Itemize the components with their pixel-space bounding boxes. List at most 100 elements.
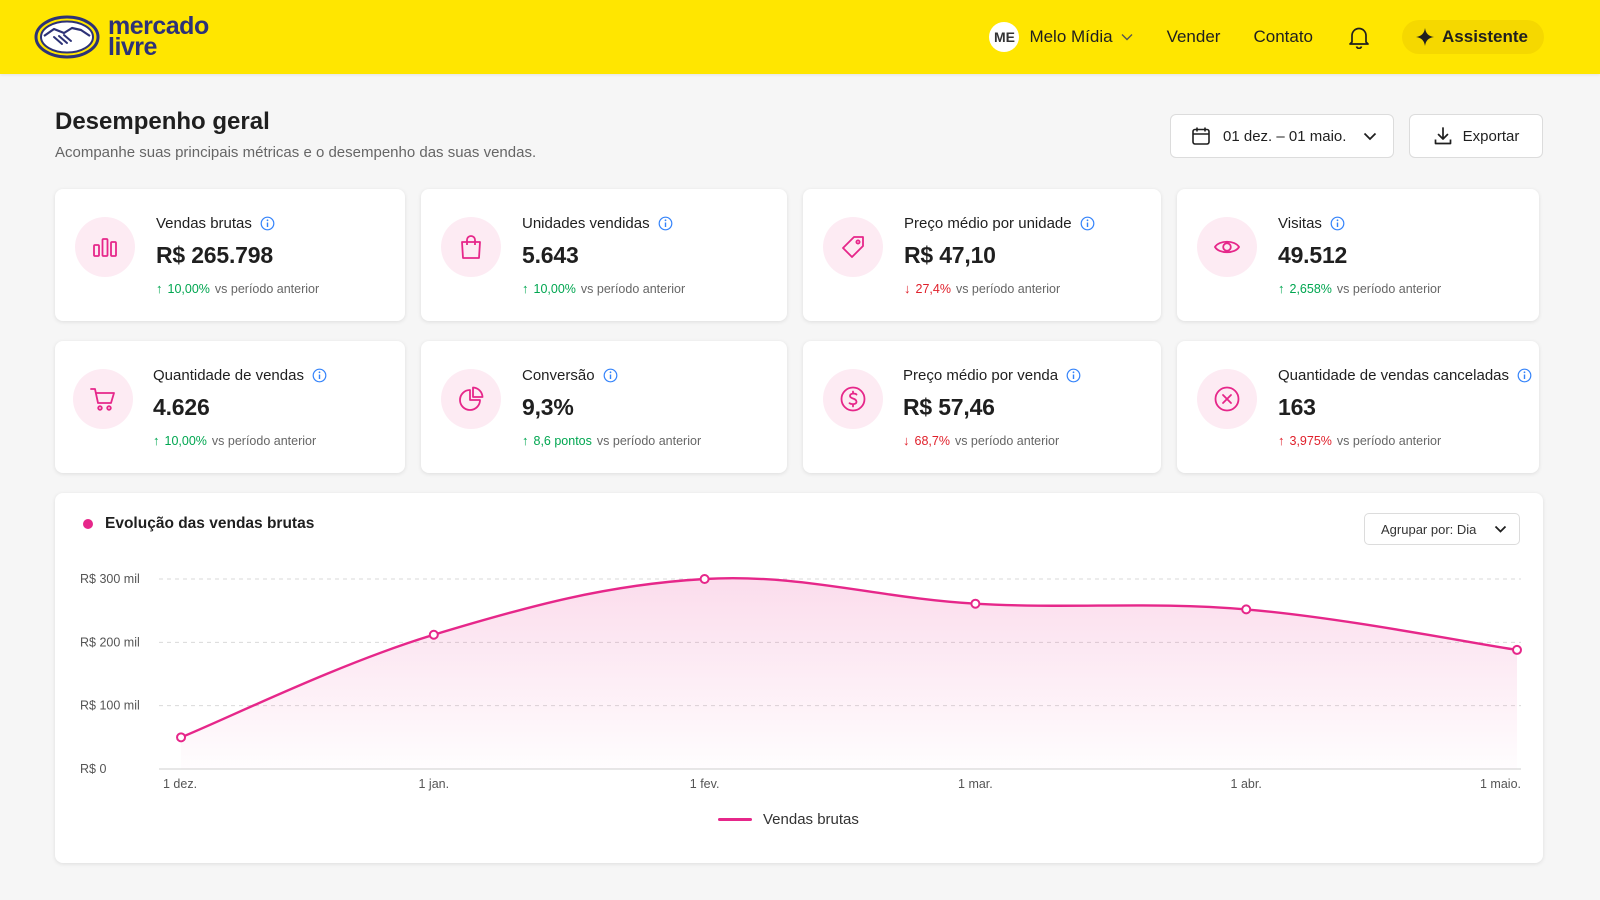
kpi-value: 163 — [1278, 394, 1316, 420]
kpi-delta-sub: vs período anterior — [954, 433, 1060, 448]
kpi-value: R$ 47,10 — [904, 242, 996, 268]
avatar: ME — [989, 22, 1020, 52]
price-tag-icon — [823, 217, 883, 277]
kpi-label: Quantidade de vendas canceladas — [1278, 367, 1510, 384]
kpi-delta-sub: vs período anterior — [596, 433, 702, 448]
kpi-value: 4.626 — [153, 394, 210, 420]
kpi-card-avg-price-sale[interactable]: Preço médio por venda R$ 57,46 ↓ 68,7% vs … — [803, 341, 1161, 473]
chart-title-text: Evolução das vendas brutas — [105, 515, 315, 532]
gross-sales-line-chart: R$ 0 R$ 100 mil R$ 200 mil R$ 300 mil 1 dez.… — [80, 572, 1522, 791]
x-tick-label: 1 dez. — [163, 777, 197, 791]
info-icon[interactable] — [603, 368, 618, 383]
nav-sell-link[interactable]: Vender — [1166, 27, 1221, 46]
kpi-value: 49.512 — [1278, 242, 1348, 268]
assistant-label: Assistente — [1442, 27, 1528, 46]
kpi-card-gross-sales[interactable]: Vendas brutas R$ 265.798 ↑ 10,00% vs perío… — [55, 189, 405, 321]
page-title: Desempenho geral — [55, 108, 270, 135]
kpi-card-sales-count[interactable]: Quantidade de vendas 4.626 ↑ 10,00% vs per… — [55, 341, 405, 473]
assistant-button[interactable]: Assistente — [1402, 20, 1544, 54]
kpi-delta: 3,975% — [1289, 433, 1332, 448]
x-tick-label: 1 fev. — [690, 777, 720, 791]
y-tick-label: R$ 0 — [80, 762, 106, 776]
kpi-delta-sub: vs período anterior — [580, 281, 686, 296]
kpi-card-units-sold[interactable]: Unidades vendidas 5.643 ↑ 10,00% vs períod… — [421, 189, 787, 321]
chart-title-dot — [83, 519, 93, 529]
export-button[interactable]: Exportar — [1409, 114, 1543, 158]
kpi-card-visits[interactable]: Visitas 49.512 ↑ 2,658% vs período anterio… — [1177, 189, 1539, 321]
date-range-label: 01 dez. – 01 maio. — [1223, 127, 1347, 145]
kpi-label: Preço médio por venda — [903, 367, 1059, 384]
series-area — [181, 578, 1517, 769]
kpi-delta: 68,7% — [914, 433, 950, 448]
data-point — [428, 629, 439, 640]
arrow-up-icon: ↑ — [153, 433, 160, 448]
chart-legend: Vendas brutas — [718, 811, 859, 828]
data-point — [699, 574, 710, 584]
dollar-coin-icon — [823, 369, 883, 429]
kpi-delta: 2,658% — [1289, 281, 1332, 296]
kpi-value: 9,3% — [522, 394, 574, 420]
y-tick-label: R$ 200 mil — [80, 635, 140, 649]
page-subtitle: Acompanhe suas principais métricas e o d… — [55, 144, 537, 161]
y-tick-label: R$ 100 mil — [80, 699, 140, 713]
top-header: mercado livre ME Melo Mídia Vender Conta… — [0, 0, 1600, 74]
kpi-delta-sub: vs período anterior — [1336, 281, 1442, 296]
info-icon[interactable] — [312, 368, 327, 383]
nav-contact-link[interactable]: Contato — [1253, 27, 1314, 46]
kpi-delta-sub: vs período anterior — [955, 281, 1061, 296]
legend-swatch — [718, 818, 752, 821]
data-point — [970, 598, 981, 609]
kpi-delta: 10,00% — [533, 281, 576, 296]
account-menu[interactable]: ME Melo Mídia — [989, 22, 1133, 52]
y-tick-label: R$ 300 mil — [80, 572, 140, 586]
group-by-label: Agrupar por: Dia — [1381, 521, 1477, 537]
info-icon[interactable] — [658, 216, 673, 231]
arrow-up-icon: ↑ — [156, 281, 163, 296]
export-label: Exportar — [1462, 127, 1520, 145]
kpi-value: R$ 57,46 — [903, 394, 995, 420]
eye-icon — [1197, 217, 1257, 277]
bar-chart-icon — [75, 217, 135, 277]
kpi-label: Quantidade de vendas — [153, 367, 304, 384]
kpi-label: Preço médio por unidade — [904, 215, 1072, 232]
logo-line-1: mercado — [108, 12, 209, 40]
mercado-livre-logo[interactable]: mercado livre — [34, 12, 224, 62]
info-icon[interactable] — [1517, 368, 1532, 383]
x-tick-label: 1 jan. — [419, 777, 450, 791]
info-icon[interactable] — [1066, 368, 1081, 383]
kpi-delta-sub: vs período anterior — [211, 433, 317, 448]
kpi-value: R$ 265.798 — [156, 242, 273, 268]
download-icon — [1434, 127, 1451, 145]
arrow-down-icon: ↓ — [903, 433, 910, 448]
chevron-down-icon — [1363, 132, 1377, 140]
kpi-card-canceled-sales[interactable]: Quantidade de vendas canceladas 163 ↑ 3,9… — [1177, 341, 1539, 473]
data-point — [1512, 644, 1522, 655]
arrow-up-icon: ↑ — [522, 281, 529, 296]
chevron-down-icon — [1494, 525, 1507, 533]
kpi-delta: 10,00% — [164, 433, 207, 448]
kpi-label: Visitas — [1278, 215, 1322, 232]
info-icon[interactable] — [260, 216, 275, 231]
pie-chart-icon — [441, 369, 501, 429]
data-point — [176, 732, 187, 743]
legend-label: Vendas brutas — [763, 811, 859, 828]
notifications-bell-icon[interactable] — [1348, 25, 1370, 49]
series-line — [180, 577, 1518, 739]
date-range-picker[interactable]: 01 dez. – 01 maio. — [1170, 114, 1394, 158]
x-tick-label: 1 maio. — [1480, 777, 1521, 791]
x-tick-label: 1 mar. — [958, 777, 993, 791]
handshake-logo-icon — [34, 15, 100, 59]
kpi-delta: 8,6 pontos — [533, 433, 592, 448]
kpi-card-conversion[interactable]: Conversão 9,3% ↑ 8,6 pontos vs período ant… — [421, 341, 787, 473]
group-by-select[interactable]: Agrupar por: Dia — [1364, 513, 1520, 545]
kpi-label: Vendas brutas — [156, 215, 252, 232]
shopping-cart-icon — [73, 369, 133, 429]
arrow-down-icon: ↓ — [904, 281, 911, 296]
kpi-card-avg-price-unit[interactable]: Preço médio por unidade R$ 47,10 ↓ 27,4% v… — [803, 189, 1161, 321]
sparkle-icon — [1416, 28, 1435, 46]
kpi-delta: 10,00% — [167, 281, 210, 296]
kpi-delta-sub: vs período anterior — [1336, 433, 1442, 448]
info-icon[interactable] — [1080, 216, 1095, 231]
info-icon[interactable] — [1330, 216, 1345, 231]
shopping-bag-icon — [441, 217, 501, 277]
